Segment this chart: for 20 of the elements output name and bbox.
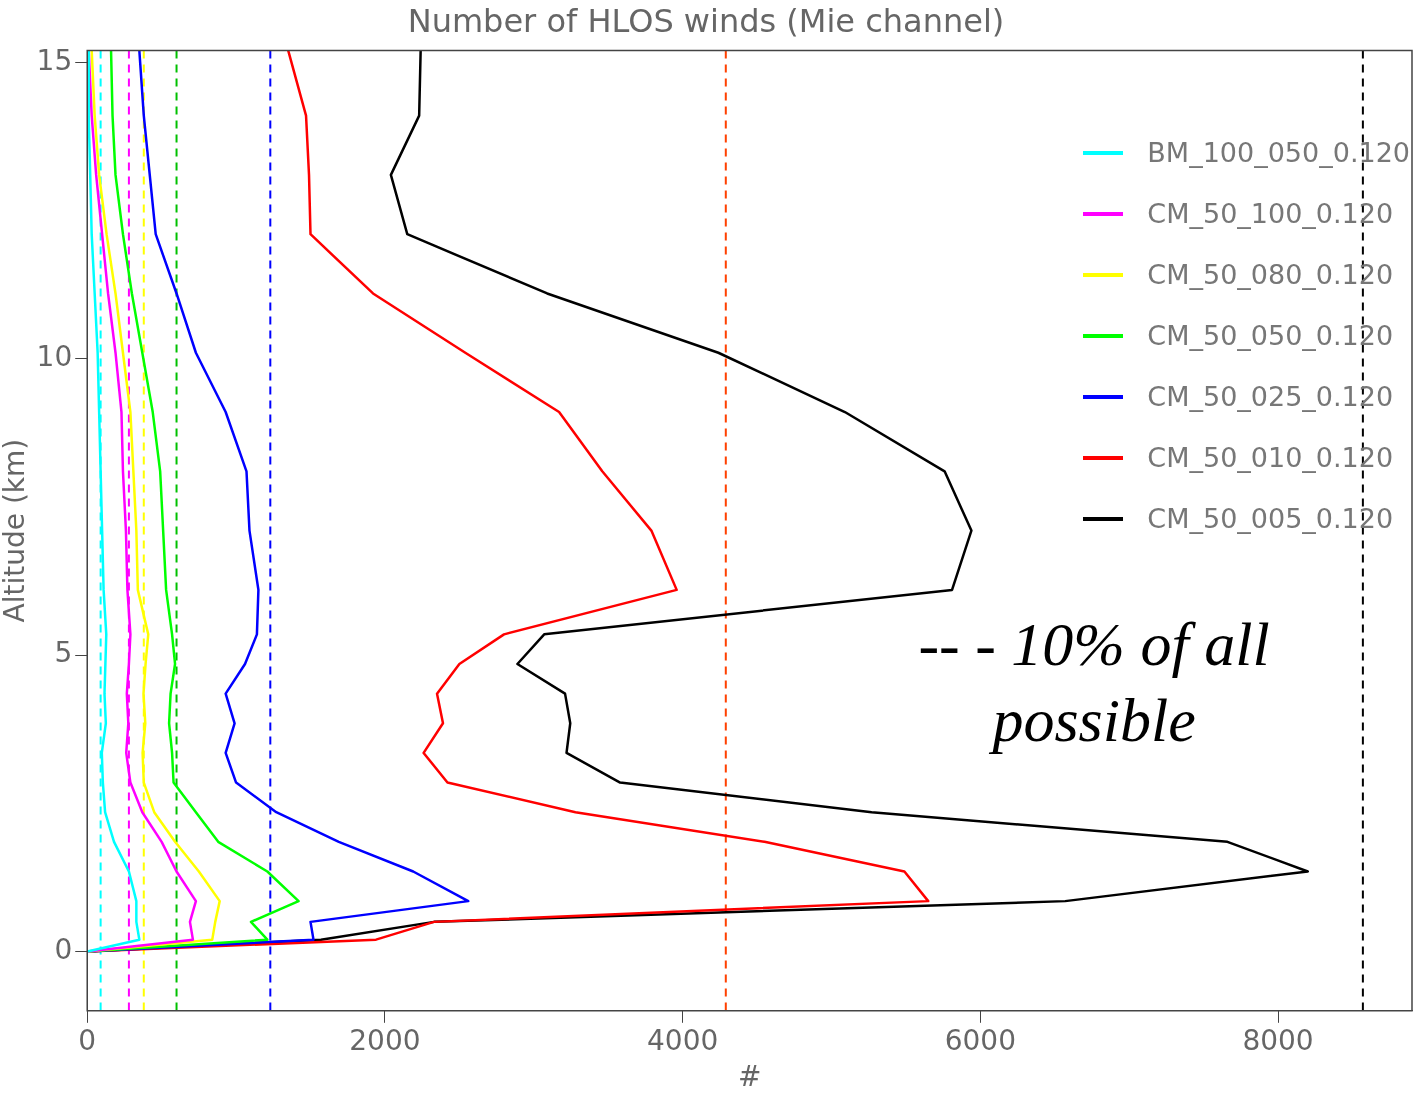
x-tick-label: 4000 (647, 1023, 719, 1057)
x-tick-label: 2000 (349, 1023, 421, 1057)
legend-label: BM_100_050_0.120 (1147, 137, 1410, 168)
x-axis-title: # (737, 1060, 762, 1094)
annotation: -- - 10% of all possible (918, 610, 1270, 755)
x-tick-label: 6000 (944, 1023, 1016, 1057)
legend-label: CM_50_025_0.120 (1147, 381, 1394, 412)
legend-label: CM_50_005_0.120 (1147, 503, 1394, 534)
legend-label: CM_50_080_0.120 (1147, 259, 1394, 290)
y-tick-label: 5 (54, 636, 73, 670)
legend-label: CM_50_100_0.120 (1147, 198, 1394, 229)
y-tick-label: 10 (36, 339, 73, 373)
x-tick-label: 0 (78, 1023, 97, 1057)
chart-title: Number of HLOS winds (Mie channel) (407, 1, 1005, 40)
y-axis-title: Altitude (km) (0, 438, 32, 623)
legend-label: CM_50_010_0.120 (1147, 442, 1394, 473)
y-tick-label: 15 (36, 43, 73, 77)
legend-label: CM_50_050_0.120 (1147, 320, 1394, 351)
y-tick-label: 0 (54, 932, 73, 966)
x-tick-label: 8000 (1242, 1023, 1314, 1057)
